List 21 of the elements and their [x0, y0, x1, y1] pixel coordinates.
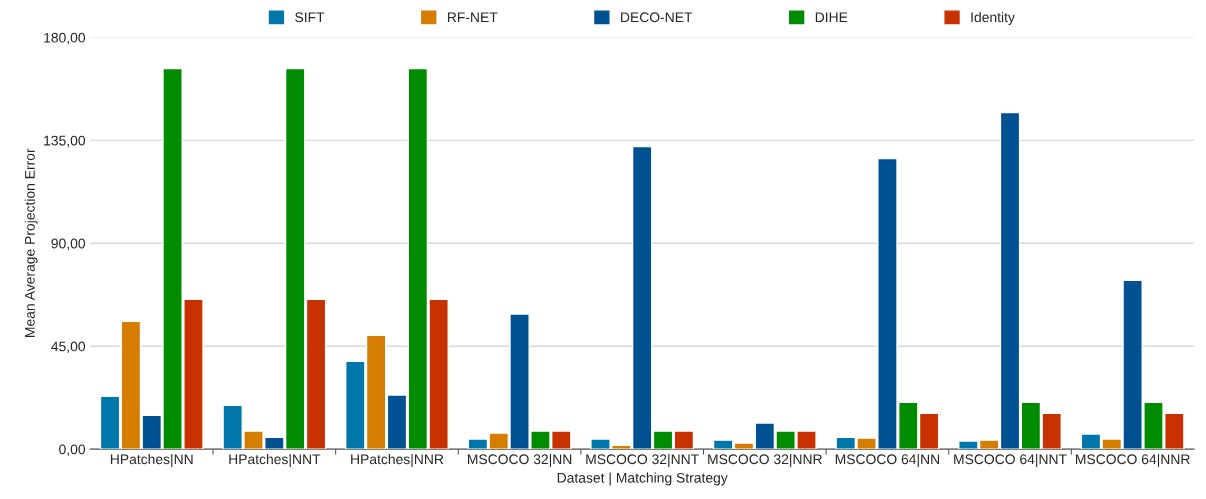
- y-tick-label: 0,00: [59, 444, 86, 456]
- x-tick-label: MSCOCO 64|NNT: [954, 453, 1067, 467]
- legend-label: DECO-NET: [621, 12, 693, 23]
- x-tick-label: MSCOCO 32|NNT: [586, 453, 699, 467]
- legend-label: DIHE: [815, 12, 848, 23]
- y-tick-label: 45,00: [51, 341, 86, 353]
- x-tick-label: MSCOCO 32|NN: [467, 453, 572, 467]
- x-tick-label: MSCOCO 64|NNR: [1076, 453, 1190, 467]
- x-axis-title: Dataset | Matching Strategy: [557, 472, 728, 486]
- y-axis-title: Mean Average Projection Error: [24, 148, 38, 337]
- legend-label: RF-NET: [447, 12, 498, 23]
- x-tick-label: HPatches|NN: [110, 453, 193, 467]
- y-tick-label: 135,00: [44, 135, 86, 148]
- y-tick-label: 180,00: [44, 32, 86, 45]
- x-tick-label: HPatches|NNR: [351, 453, 444, 467]
- y-tick-label: 90,00: [51, 238, 86, 251]
- x-tick-label: MSCOCO 64|NN: [835, 453, 940, 467]
- legend-label: Identity: [971, 11, 1015, 25]
- legend-label: SIFT: [295, 12, 325, 23]
- x-tick-label: MSCOCO 32|NNR: [708, 453, 822, 467]
- x-tick-label: HPatches|NNT: [229, 453, 321, 467]
